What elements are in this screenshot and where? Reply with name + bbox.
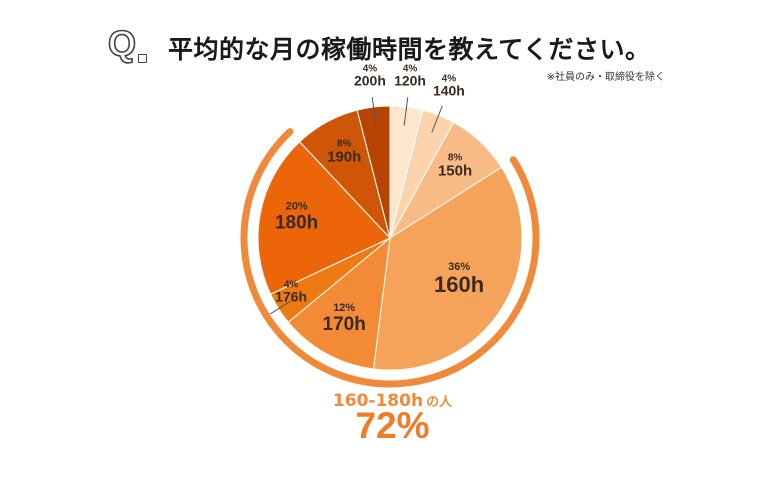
leader-line-200h	[371, 97, 377, 126]
slice-percent-160h: 36%	[448, 261, 470, 273]
pie-slice-170h	[287, 236, 391, 370]
q-dot-icon	[138, 54, 147, 63]
pie-slices	[257, 105, 523, 371]
leader-line-140h	[431, 105, 443, 133]
slice-label-190h: 190h	[327, 148, 361, 165]
pie-labels: 4%120h 4%140h8%150h36%160h12%170h4%176h20…	[269, 64, 484, 335]
slice-percent-140h: 4%	[442, 74, 457, 85]
slice-label-180h: 180h	[275, 213, 318, 234]
slice-percent-170h: 12%	[333, 302, 355, 314]
highlight-arc	[240, 128, 540, 388]
slice-percent-180h: 20%	[286, 201, 308, 213]
slice-label-150h: 150h	[438, 162, 472, 179]
slice-percent-120h: 4%	[403, 64, 418, 75]
slice-label-120h: 120h	[394, 73, 426, 89]
q-mark-icon: Q	[107, 23, 137, 64]
slice-percent-200h: 4%	[363, 64, 378, 75]
highlight-range: 160-180h の人	[260, 391, 525, 411]
slice-label-140h: 140h	[433, 83, 465, 99]
slice-label-170h: 170h	[323, 314, 366, 335]
slice-percent-150h: 8%	[448, 152, 463, 163]
respondent-note: ※社員のみ・取締役を除く	[546, 72, 665, 83]
slice-percent-176h: 4%	[284, 279, 299, 290]
slice-percent-190h: 8%	[337, 138, 352, 149]
slice-label-200h: 200h	[354, 73, 386, 89]
leader-line-176h	[269, 298, 295, 315]
slice-label-160h: 160h	[434, 272, 484, 297]
pie-slice-160h	[372, 166, 523, 371]
leader-line-120h	[403, 97, 409, 126]
slice-label-176h: 176h	[275, 288, 307, 304]
highlight-range-label: 160-180h	[332, 391, 424, 411]
highlight-range-suffix: の人	[426, 395, 453, 410]
pie-slice-180h	[257, 141, 391, 295]
question-title: 平均的な月の稼働時間を教えてください。	[168, 35, 651, 64]
highlight-percent: 72%	[355, 405, 430, 446]
question-header: Q 平均的な月の稼働時間を教えてください。	[107, 23, 668, 70]
